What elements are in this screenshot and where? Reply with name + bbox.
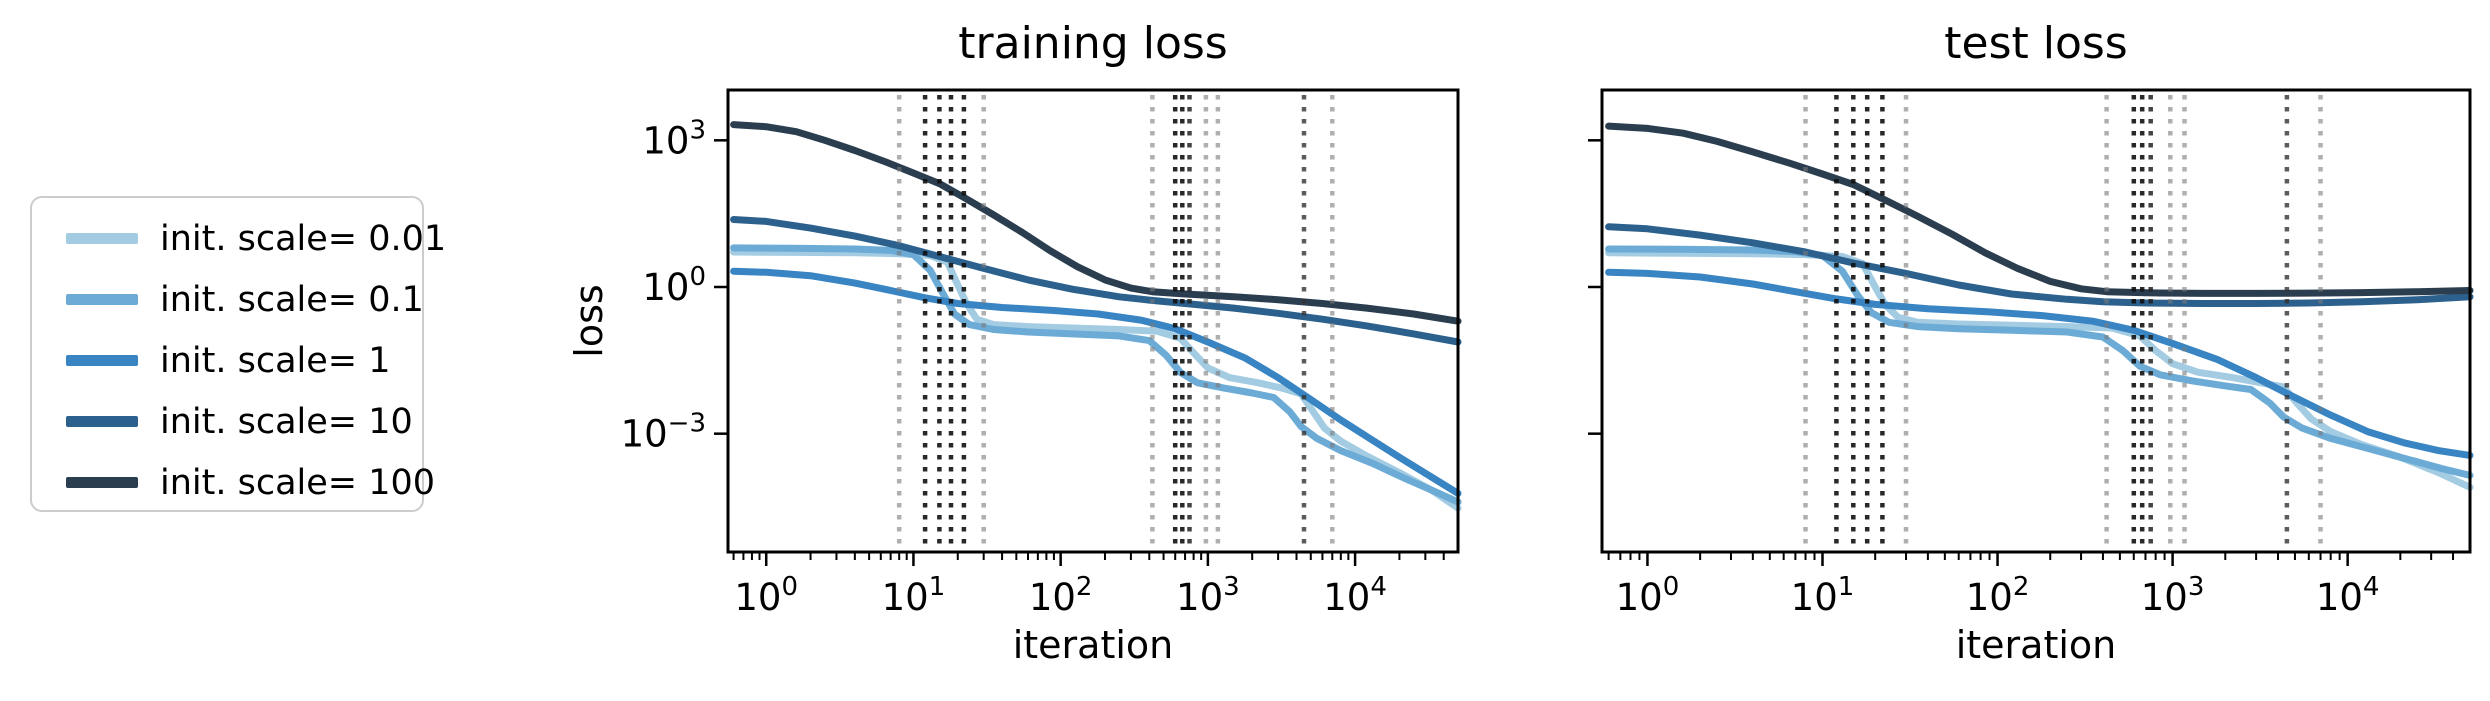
phase-marker-vlines — [1803, 95, 2323, 549]
legend-item-label: init. scale= 0.01 — [160, 218, 447, 259]
line-init.-scale-0.1 — [730, 244, 1462, 506]
plot-title-training-loss: training loss — [958, 18, 1227, 69]
x-tick-label: 101 — [1791, 572, 1855, 619]
axes-test-loss: 100 101 102 103 104 test loss iteration — [1588, 18, 2474, 667]
x-axis-ticks: 100 101 102 103 104 — [732, 552, 1445, 619]
line-init.-scale-10 — [730, 216, 1462, 346]
x-tick-label: 102 — [1029, 572, 1093, 619]
plot-title-test-loss: test loss — [1944, 18, 2127, 69]
legend-item-label: init. scale= 10 — [160, 401, 413, 442]
x-axis-label: iteration — [1956, 623, 2117, 667]
x-tick-label: 100 — [1616, 572, 1680, 619]
y-axis-ticks: 103 100 10−3 — [621, 115, 728, 456]
line-init.-scale-10 — [1605, 223, 2474, 307]
x-tick-label: 104 — [2316, 572, 2380, 619]
x-tick-label: 100 — [734, 572, 798, 619]
x-axis-label: iteration — [1013, 623, 1174, 667]
legend-line-swatch — [66, 355, 138, 366]
x-tick-label: 102 — [1966, 572, 2030, 619]
axes-spines — [1600, 88, 2472, 554]
axes-training-loss: 100 101 102 103 104 103 100 10−3 training loss it… — [567, 18, 1462, 667]
y-tick-label: 100 — [642, 262, 706, 309]
legend-item-init.-scale-0.1: init. scale= 0.1 — [32, 269, 424, 330]
legend-line-swatch — [66, 416, 138, 427]
phase-marker-vlines — [896, 95, 1335, 549]
line-init.-scale-1 — [1605, 268, 2474, 459]
axes-spines — [726, 88, 1460, 554]
x-tick-label: 104 — [1323, 572, 1387, 619]
legend-line-swatch — [66, 477, 138, 488]
legend-item-label: init. scale= 1 — [160, 340, 391, 381]
series-lines — [1605, 122, 2474, 491]
y-tick-label: 103 — [642, 115, 706, 162]
series-lines — [730, 121, 1462, 512]
y-tick-label: 10−3 — [621, 409, 706, 456]
line-init.-scale-0.01 — [1605, 249, 2474, 491]
legend: init. scale= 0.01 init. scale= 0.1 init. s… — [30, 196, 446, 513]
legend-item-label: init. scale= 100 — [160, 462, 436, 503]
legend-line-swatch — [66, 233, 138, 244]
y-axis-ticks — [1588, 139, 1602, 435]
legend-item-init.-scale-0.01: init. scale= 0.01 — [32, 208, 446, 269]
legend-item-label: init. scale= 0.1 — [160, 279, 424, 320]
legend-item-init.-scale-1: init. scale= 1 — [32, 330, 422, 391]
legend-line-swatch — [66, 294, 138, 305]
x-tick-label: 103 — [2141, 572, 2205, 619]
legend-item-init.-scale-100: init. scale= 100 — [32, 452, 435, 513]
x-axis-ticks: 100 101 102 103 104 — [1607, 552, 2455, 619]
line-init.-scale-100 — [1605, 122, 2474, 297]
x-tick-label: 101 — [882, 572, 946, 619]
line-init.-scale-0.1 — [1605, 245, 2474, 479]
x-tick-label: 103 — [1176, 572, 1240, 619]
line-init.-scale-1 — [730, 267, 1462, 497]
line-init.-scale-100 — [730, 121, 1462, 325]
y-axis-label: loss — [567, 284, 611, 357]
legend-item-init.-scale-10: init. scale= 10 — [32, 391, 422, 452]
